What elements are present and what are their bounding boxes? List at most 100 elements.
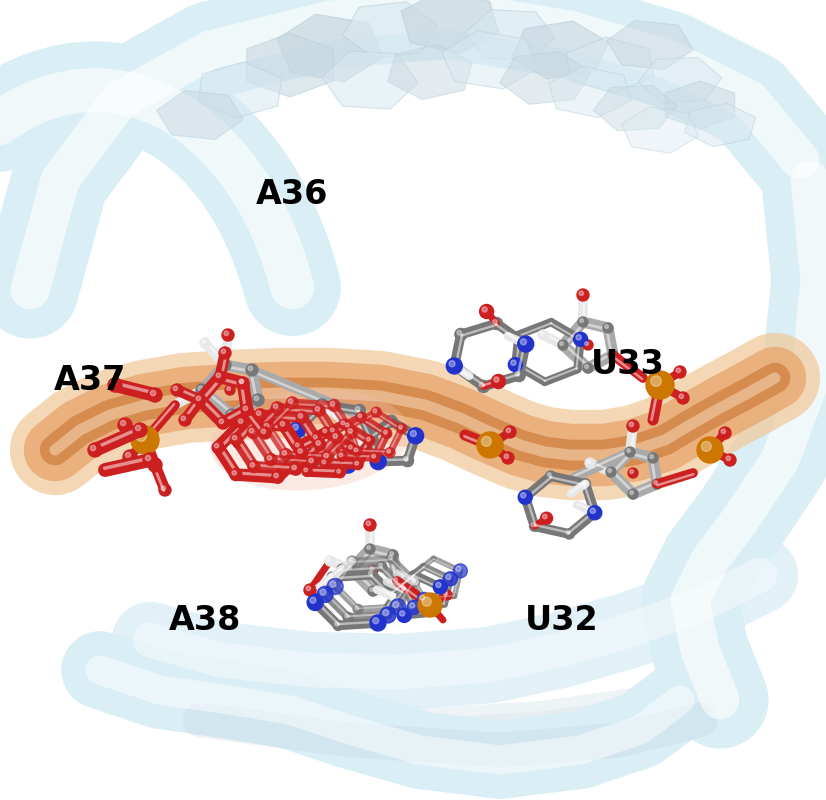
Circle shape bbox=[396, 423, 406, 434]
Circle shape bbox=[261, 429, 266, 434]
Circle shape bbox=[108, 378, 122, 392]
Circle shape bbox=[411, 578, 415, 582]
Circle shape bbox=[382, 429, 392, 438]
Circle shape bbox=[349, 445, 353, 449]
Circle shape bbox=[230, 469, 242, 481]
Circle shape bbox=[367, 570, 377, 580]
Polygon shape bbox=[511, 21, 608, 79]
Circle shape bbox=[679, 394, 684, 398]
Circle shape bbox=[159, 484, 171, 496]
Polygon shape bbox=[621, 107, 699, 153]
Circle shape bbox=[605, 325, 609, 329]
Polygon shape bbox=[666, 81, 734, 129]
Circle shape bbox=[313, 435, 317, 438]
Circle shape bbox=[225, 385, 235, 395]
Circle shape bbox=[327, 578, 343, 594]
Circle shape bbox=[278, 419, 290, 431]
Circle shape bbox=[420, 594, 425, 600]
Polygon shape bbox=[638, 58, 722, 102]
Circle shape bbox=[292, 424, 298, 430]
Circle shape bbox=[346, 564, 356, 574]
Circle shape bbox=[531, 523, 535, 526]
Circle shape bbox=[529, 522, 539, 531]
Circle shape bbox=[233, 438, 243, 448]
Circle shape bbox=[248, 366, 253, 370]
Circle shape bbox=[392, 602, 399, 608]
Circle shape bbox=[111, 380, 116, 386]
Circle shape bbox=[337, 564, 347, 574]
Circle shape bbox=[494, 377, 499, 382]
Circle shape bbox=[390, 593, 400, 602]
Polygon shape bbox=[593, 86, 676, 130]
Circle shape bbox=[346, 426, 358, 438]
Circle shape bbox=[585, 365, 588, 369]
Circle shape bbox=[265, 454, 277, 466]
Circle shape bbox=[330, 428, 334, 432]
Circle shape bbox=[343, 612, 353, 622]
Circle shape bbox=[411, 430, 416, 437]
Circle shape bbox=[252, 394, 264, 406]
Polygon shape bbox=[606, 21, 693, 70]
Circle shape bbox=[287, 397, 298, 409]
Circle shape bbox=[249, 429, 254, 433]
Circle shape bbox=[608, 469, 611, 473]
Circle shape bbox=[676, 368, 681, 373]
Circle shape bbox=[298, 449, 302, 454]
Polygon shape bbox=[465, 10, 555, 60]
Circle shape bbox=[330, 581, 336, 587]
Circle shape bbox=[392, 594, 396, 598]
Circle shape bbox=[457, 330, 462, 335]
Circle shape bbox=[296, 411, 308, 423]
Circle shape bbox=[387, 554, 397, 564]
Circle shape bbox=[181, 416, 186, 421]
Circle shape bbox=[219, 347, 231, 359]
Circle shape bbox=[354, 462, 358, 465]
Circle shape bbox=[629, 490, 634, 494]
Circle shape bbox=[446, 574, 451, 579]
Circle shape bbox=[390, 552, 393, 555]
Circle shape bbox=[302, 466, 312, 476]
Circle shape bbox=[135, 426, 140, 430]
Circle shape bbox=[510, 360, 516, 366]
Circle shape bbox=[202, 340, 206, 343]
Circle shape bbox=[222, 329, 234, 341]
Circle shape bbox=[347, 556, 357, 566]
Text: A36: A36 bbox=[256, 178, 329, 210]
Circle shape bbox=[373, 618, 379, 624]
Circle shape bbox=[648, 453, 658, 463]
Circle shape bbox=[339, 566, 343, 570]
Circle shape bbox=[237, 377, 249, 389]
Circle shape bbox=[288, 399, 293, 403]
Circle shape bbox=[383, 430, 387, 434]
Circle shape bbox=[325, 556, 335, 566]
Circle shape bbox=[368, 571, 373, 575]
Circle shape bbox=[368, 565, 378, 575]
Circle shape bbox=[256, 411, 261, 415]
Circle shape bbox=[390, 599, 406, 615]
Circle shape bbox=[456, 566, 461, 571]
Circle shape bbox=[354, 448, 358, 452]
Circle shape bbox=[216, 373, 221, 378]
Circle shape bbox=[444, 572, 458, 586]
Circle shape bbox=[373, 456, 379, 462]
Circle shape bbox=[243, 406, 248, 410]
Circle shape bbox=[577, 289, 589, 301]
Circle shape bbox=[388, 550, 398, 560]
Circle shape bbox=[560, 342, 563, 346]
Circle shape bbox=[364, 519, 376, 531]
Circle shape bbox=[515, 372, 520, 376]
Circle shape bbox=[358, 414, 362, 418]
Circle shape bbox=[354, 405, 365, 417]
Circle shape bbox=[219, 419, 224, 424]
Circle shape bbox=[629, 422, 634, 426]
Circle shape bbox=[280, 422, 285, 426]
Circle shape bbox=[674, 366, 686, 378]
Circle shape bbox=[407, 601, 421, 614]
Circle shape bbox=[198, 386, 202, 390]
Circle shape bbox=[238, 378, 248, 388]
Circle shape bbox=[335, 622, 339, 626]
Circle shape bbox=[653, 481, 657, 485]
Circle shape bbox=[293, 442, 304, 451]
Circle shape bbox=[306, 586, 311, 590]
Circle shape bbox=[629, 470, 634, 474]
